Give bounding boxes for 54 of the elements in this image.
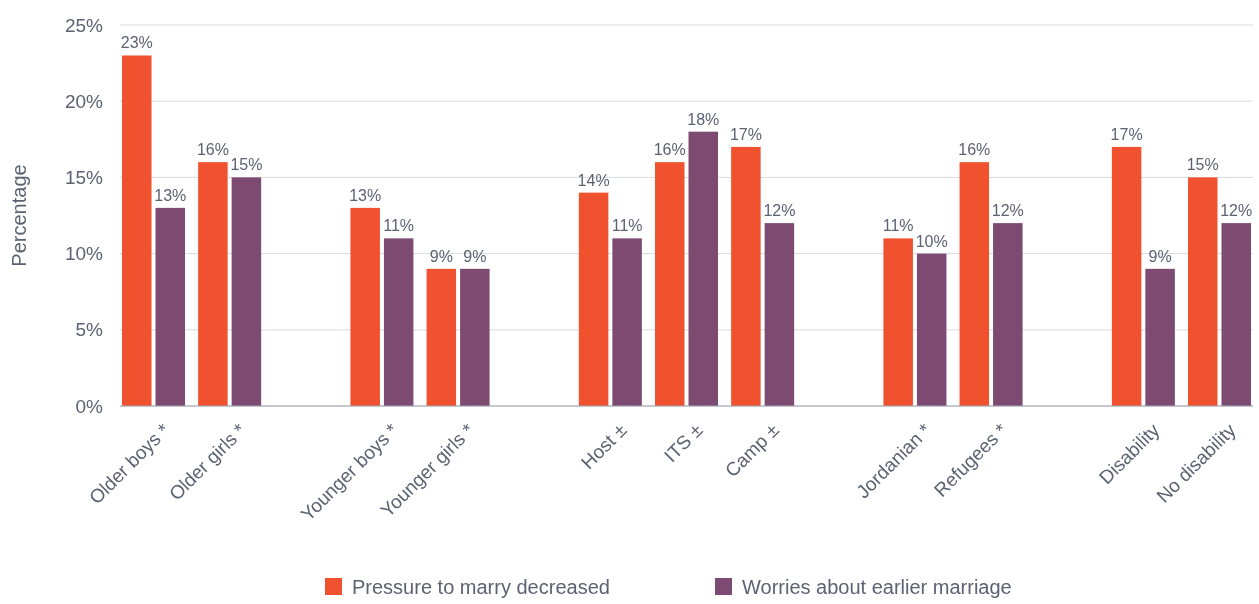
y-tick-label: 10% <box>64 243 104 265</box>
bar <box>1145 268 1175 406</box>
bar <box>612 238 642 406</box>
bar <box>350 207 380 406</box>
data-label: 12% <box>763 202 796 220</box>
data-label: 18% <box>687 110 720 128</box>
data-label: 9% <box>429 247 453 265</box>
y-tick-label: 5% <box>75 319 104 341</box>
bar <box>460 268 490 406</box>
data-label: 9% <box>1148 247 1172 265</box>
data-label: 12% <box>991 202 1024 220</box>
bar <box>155 207 186 406</box>
bar <box>916 253 947 406</box>
bar <box>655 162 685 406</box>
data-label: 14% <box>577 171 610 189</box>
data-label: 15% <box>1186 156 1219 174</box>
y-tick-label: 15% <box>64 167 104 189</box>
y-tick-label: 20% <box>64 90 104 112</box>
bar <box>383 238 414 406</box>
data-label: 16% <box>196 141 229 159</box>
data-label: 12% <box>1220 202 1253 220</box>
data-label: 11% <box>383 217 415 235</box>
bar <box>578 192 609 406</box>
bar <box>731 146 761 406</box>
data-label: 17% <box>1110 125 1143 143</box>
bar <box>959 162 990 406</box>
legend-label: Pressure to marry decreased <box>352 576 610 598</box>
legend-label: Worries about earlier marriage <box>742 576 1012 598</box>
data-label: 10% <box>915 232 948 250</box>
data-label: 13% <box>154 186 187 204</box>
bar <box>122 55 152 406</box>
data-label: 15% <box>230 156 263 174</box>
bar <box>1221 223 1251 406</box>
data-label: 23% <box>120 34 153 52</box>
bar <box>198 162 228 406</box>
data-label: 16% <box>653 141 686 159</box>
y-tick-label: 0% <box>75 395 104 417</box>
bar <box>764 223 795 406</box>
x-tick-label: ITS ± <box>659 419 707 467</box>
data-label: 13% <box>349 186 382 204</box>
data-label: 11% <box>611 217 643 235</box>
bar <box>1187 177 1218 406</box>
bar <box>426 268 457 406</box>
bar <box>688 131 718 406</box>
bar <box>993 223 1023 406</box>
bar <box>883 238 913 406</box>
data-label: 11% <box>882 217 914 235</box>
y-axis-title: Percentage <box>8 164 30 267</box>
data-label: 17% <box>729 125 762 143</box>
bar <box>231 177 262 406</box>
y-tick-label: 25% <box>64 14 104 36</box>
bar <box>1111 146 1142 406</box>
data-label: 9% <box>463 247 487 265</box>
data-label: 16% <box>958 141 991 159</box>
